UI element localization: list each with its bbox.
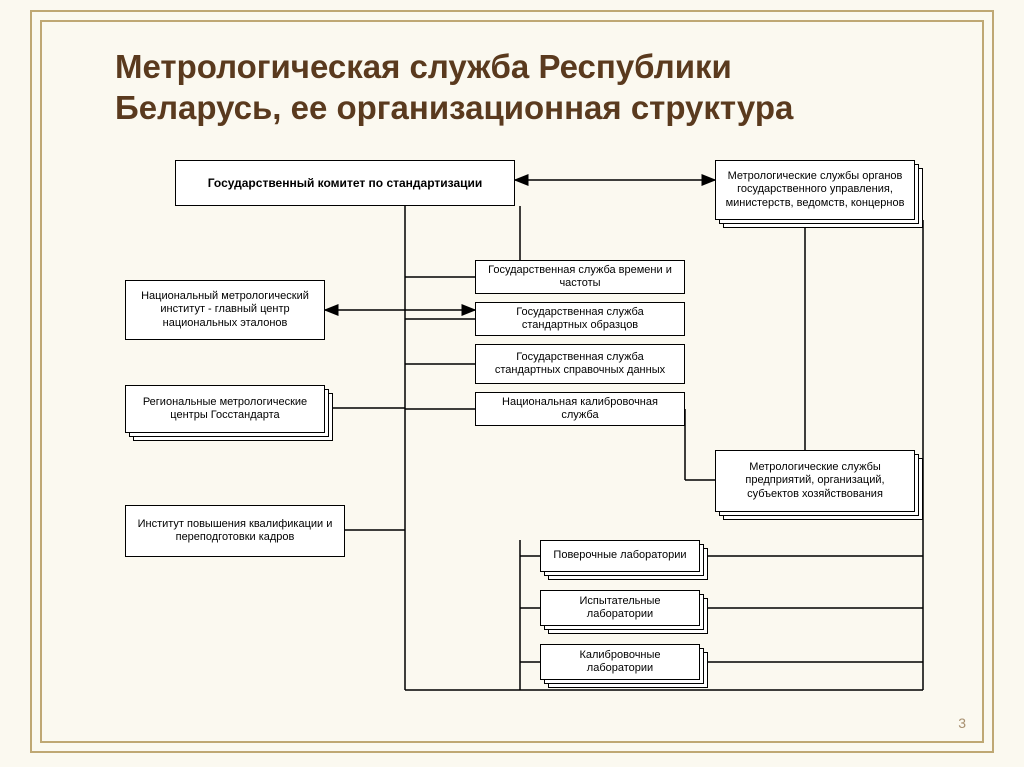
node-n5: Государственная служба стандартных образ… [475,302,685,336]
org-chart-diagram: Государственный комитет по стандартизаци… [105,160,935,720]
node-n3: Национальный метрологический институт - … [125,280,325,340]
node-n13: Калибровочные лаборатории [540,644,700,680]
node-n12: Испытательные лаборатории [540,590,700,626]
node-n11: Поверочные лаборатории [540,540,700,572]
node-n7: Национальная калибровочная служба [475,392,685,426]
node-n9: Метрологические службы предприятий, орга… [715,450,915,512]
node-n10: Институт повышения квалификации и перепо… [125,505,345,557]
slide-title: Метрологическая служба Республики Белару… [115,46,895,129]
node-n8: Региональные метрологические центры Госс… [125,385,325,433]
slide-number: 3 [958,715,966,731]
node-n1: Государственный комитет по стандартизаци… [175,160,515,206]
node-n2: Метрологические службы органов государст… [715,160,915,220]
node-n4: Государственная служба времени и частоты [475,260,685,294]
node-n6: Государственная служба стандартных справ… [475,344,685,384]
